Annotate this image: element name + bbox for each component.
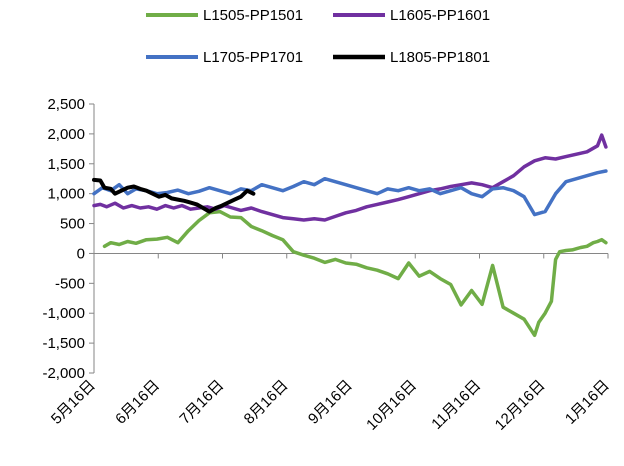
- y-tick-label: -500: [55, 275, 85, 292]
- x-tick-label: 7月16日: [176, 377, 227, 428]
- legend-label: L1805-PP1801: [390, 49, 490, 66]
- y-tick-label: 0: [77, 245, 85, 262]
- legend-label: L1505-PP1501: [203, 7, 303, 24]
- y-tick-label: 1,500: [47, 156, 85, 173]
- legend-label: L1605-PP1601: [390, 7, 490, 24]
- series-line-4: [92, 177, 256, 214]
- y-tick-label: -1,500: [42, 335, 85, 352]
- series-line-3: [92, 169, 608, 217]
- y-tick-label: -1,000: [42, 305, 85, 322]
- y-tick-label: 1,000: [47, 186, 85, 203]
- x-tick-label: 5月16日: [48, 377, 99, 428]
- legend-label: L1705-PP1701: [203, 49, 303, 66]
- y-tick-label: -2,000: [42, 365, 85, 382]
- x-tick-label: 8月16日: [241, 377, 292, 428]
- x-tick-label: 12月16日: [492, 377, 549, 434]
- series-line-2: [92, 133, 608, 222]
- y-tick-label: 500: [60, 216, 85, 233]
- legend: L1505-PP1501 L1605-PP1601 L1705-PP1701 L180…: [146, 7, 490, 66]
- x-tick-label: 6月16日: [112, 377, 163, 428]
- y-tick-label: 2,500: [47, 96, 85, 113]
- x-tick-label: 1月16日: [562, 377, 613, 428]
- y-tick-label: 2,000: [47, 126, 85, 143]
- x-tick-label: 9月16日: [305, 377, 356, 428]
- x-axis: 5月16日 6月16日 7月16日 8月16日 9月16日 10月16日 11月16日 12月…: [48, 252, 613, 434]
- x-tick-label: 11月16日: [428, 377, 484, 433]
- x-tick-label: 10月16日: [363, 377, 420, 434]
- series-line-1: [102, 209, 608, 338]
- series-layer: [92, 133, 608, 338]
- y-axis: 2,500 2,000 1,500 1,000 500 0 -500 -1,000 -1,500…: [42, 96, 95, 382]
